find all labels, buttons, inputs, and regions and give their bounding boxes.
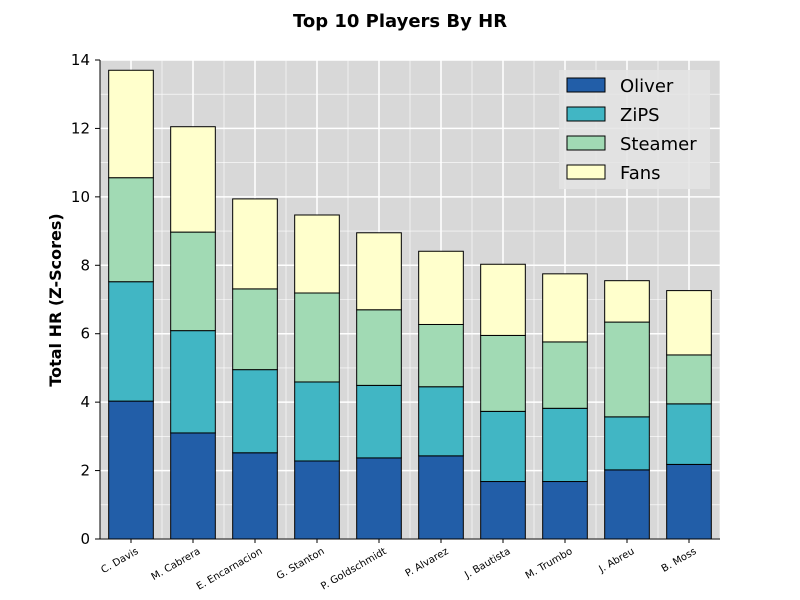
bar-fans-3: [232, 198, 278, 290]
legend-swatch-oliver: [566, 77, 606, 93]
bar-zips-6: [418, 386, 464, 457]
x-tick-label: J. Abreu: [596, 546, 636, 575]
y-axis-label: Total HR (Z-Scores): [46, 213, 65, 386]
bar-oliver-9: [604, 469, 650, 540]
bar-zips-7: [480, 410, 526, 483]
bar-oliver-4: [294, 460, 340, 540]
bar-zips-10: [666, 403, 712, 465]
bar-oliver-3: [232, 452, 278, 540]
bar-fans-4: [294, 214, 340, 294]
bar-zips-8: [542, 407, 588, 483]
y-tick-label: 6: [80, 325, 90, 343]
x-tick-label: P. Goldschmidt: [319, 546, 388, 592]
bar-oliver-5: [356, 457, 402, 540]
bar-steamer-10: [666, 354, 712, 405]
legend-label-steamer: Steamer: [620, 134, 697, 155]
bar-steamer-3: [232, 288, 278, 371]
legend-label-zips: ZiPS: [620, 105, 660, 126]
legend-swatch-zips: [566, 106, 606, 122]
bar-steamer-8: [542, 341, 588, 409]
x-tick-label: P. Alvarez: [404, 546, 451, 579]
x-tick-label: J. Bautista: [462, 546, 512, 581]
axes: [95, 59, 720, 543]
bar-steamer-7: [480, 334, 526, 412]
bar-fans-10: [666, 290, 712, 356]
x-tick-label: M. Cabrera: [150, 546, 203, 583]
bar-fans-6: [418, 250, 464, 325]
legend: Oliver ZiPS Steamer Fans: [559, 70, 710, 189]
y-tick-labels: 0 2 4 6 8 10 12 14: [71, 51, 90, 548]
bar-oliver-8: [542, 481, 588, 540]
legend-label-fans: Fans: [620, 163, 661, 184]
bar-oliver-1: [108, 400, 154, 540]
y-tick-label: 8: [80, 256, 90, 274]
bar-fans-7: [480, 263, 526, 336]
y-tick-label: 2: [80, 462, 90, 480]
bar-zips-5: [356, 384, 402, 459]
bar-fans-1: [108, 69, 154, 179]
bar-steamer-1: [108, 177, 154, 283]
y-tick-label: 4: [80, 393, 90, 411]
bar-zips-3: [232, 369, 278, 454]
bar-oliver-10: [666, 463, 712, 540]
legend-swatch-fans: [566, 164, 606, 180]
x-tick-label: E. Encarnacion: [195, 546, 265, 593]
bars-group: [108, 69, 712, 540]
x-tick-label: G. Stanton: [275, 546, 327, 582]
bar-steamer-6: [418, 323, 464, 388]
bar-steamer-2: [170, 231, 216, 332]
chart-title: Top 10 Players By HR: [293, 11, 507, 32]
bar-zips-2: [170, 330, 216, 434]
x-tick-label: C. Davis: [99, 546, 140, 576]
x-tick-label: M. Trumbo: [524, 546, 575, 582]
bar-fans-5: [356, 232, 402, 311]
legend-swatch-steamer: [566, 135, 606, 151]
bar-oliver-6: [418, 455, 464, 540]
bar-fans-2: [170, 126, 216, 233]
bar-steamer-5: [356, 309, 402, 386]
bar-steamer-9: [604, 321, 650, 418]
y-tick-label: 0: [80, 530, 90, 548]
y-tick-label: 14: [71, 51, 90, 69]
bar-oliver-2: [170, 432, 216, 540]
x-tick-label: B. Moss: [660, 546, 699, 575]
legend-label-oliver: Oliver: [620, 76, 674, 97]
bar-steamer-4: [294, 292, 340, 383]
y-tick-label: 10: [71, 188, 90, 206]
y-tick-label: 12: [71, 119, 90, 137]
bar-fans-8: [542, 273, 588, 343]
bar-zips-1: [108, 281, 154, 402]
bar-oliver-7: [480, 481, 526, 540]
bar-zips-9: [604, 416, 650, 471]
bar-fans-9: [604, 280, 650, 323]
bar-zips-4: [294, 381, 340, 462]
